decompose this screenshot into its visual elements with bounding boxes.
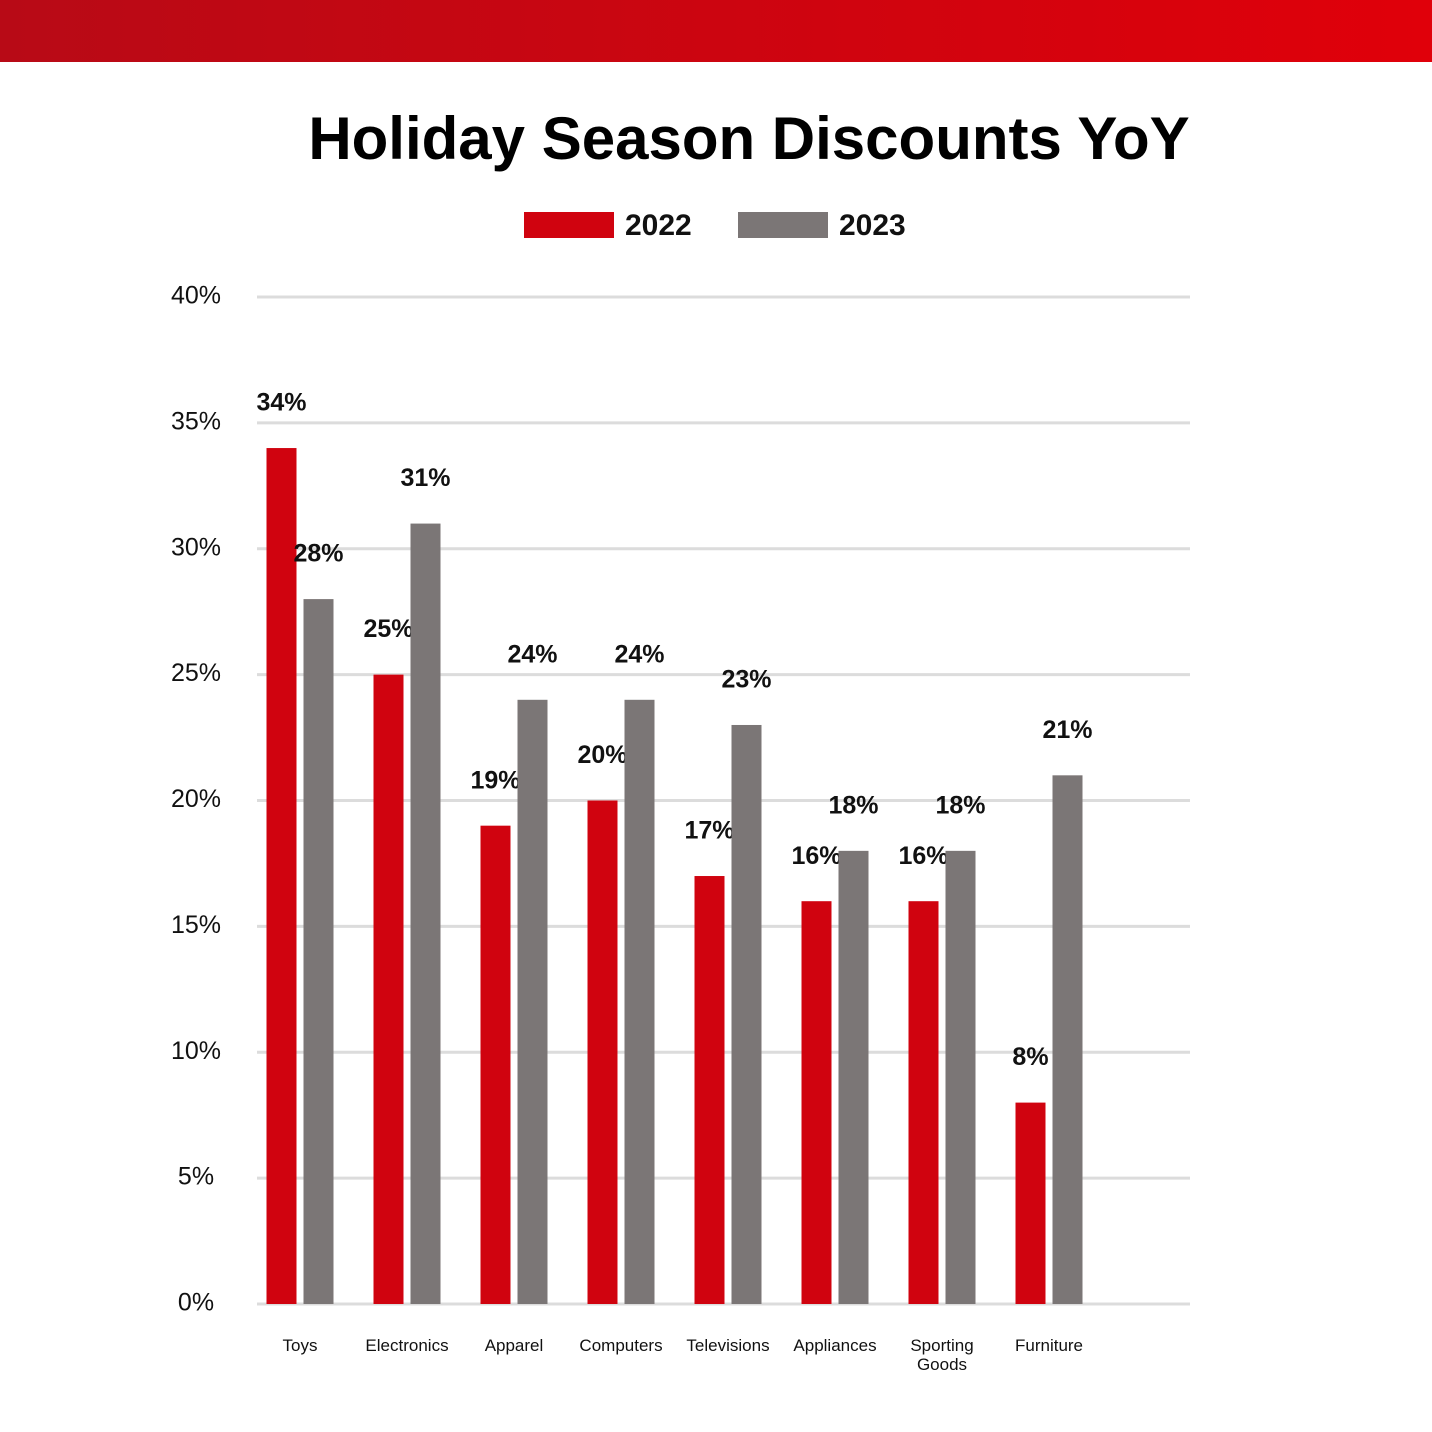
bar [410,523,441,1304]
bar [1015,1102,1046,1304]
data-label: 25% [363,615,413,643]
x-tick-label: Computers [579,1336,663,1355]
y-tick-label: 25% [171,659,221,687]
x-tick-label: Sporting Goods [910,1336,974,1374]
y-tick-label: 5% [178,1163,214,1191]
x-tick-label: Apparel [484,1336,544,1355]
data-label: 18% [828,791,878,819]
bar [624,699,655,1304]
bar [838,850,869,1304]
x-tick-label: Televisions [686,1336,770,1355]
bar [373,674,404,1304]
bar [303,599,334,1304]
y-tick-label: 40% [171,282,221,310]
bar [731,724,762,1304]
x-tick-label: Furniture [1014,1336,1084,1355]
x-tick-label: Electronics [365,1336,449,1355]
bar [517,699,548,1304]
bar [587,800,618,1304]
bar [266,448,297,1304]
y-tick-label: 10% [171,1037,221,1065]
data-label: 31% [400,464,450,492]
header-band [0,0,1432,62]
bar [945,850,976,1304]
bar [908,901,939,1304]
data-label: 16% [791,842,841,870]
bar [801,901,832,1304]
data-label: 24% [614,640,664,668]
bar [480,825,511,1304]
data-label: 19% [470,766,520,794]
data-label: 16% [898,842,948,870]
legend-label: 2023 [839,209,906,242]
data-label: 28% [293,540,343,568]
legend-swatch [738,212,828,238]
data-label: 24% [507,640,557,668]
data-label: 17% [684,817,734,845]
chart-title: Holiday Season Discounts YoY [308,105,1189,172]
y-tick-label: 0% [178,1289,214,1317]
bar [1052,775,1083,1304]
y-tick-label: 20% [171,785,221,813]
legend-label: 2022 [625,209,692,242]
data-label: 18% [935,791,985,819]
x-tick-label: Toys [282,1336,318,1355]
data-label: 21% [1042,716,1092,744]
data-label: 8% [1012,1043,1048,1071]
data-label: 23% [721,666,771,694]
y-tick-label: 30% [171,533,221,561]
x-tick-label: Appliances [793,1336,877,1355]
legend-swatch [524,212,614,238]
data-label: 34% [256,389,306,417]
bar [694,876,725,1304]
y-tick-label: 15% [171,911,221,939]
data-label: 20% [577,741,627,769]
y-tick-label: 35% [171,407,221,435]
